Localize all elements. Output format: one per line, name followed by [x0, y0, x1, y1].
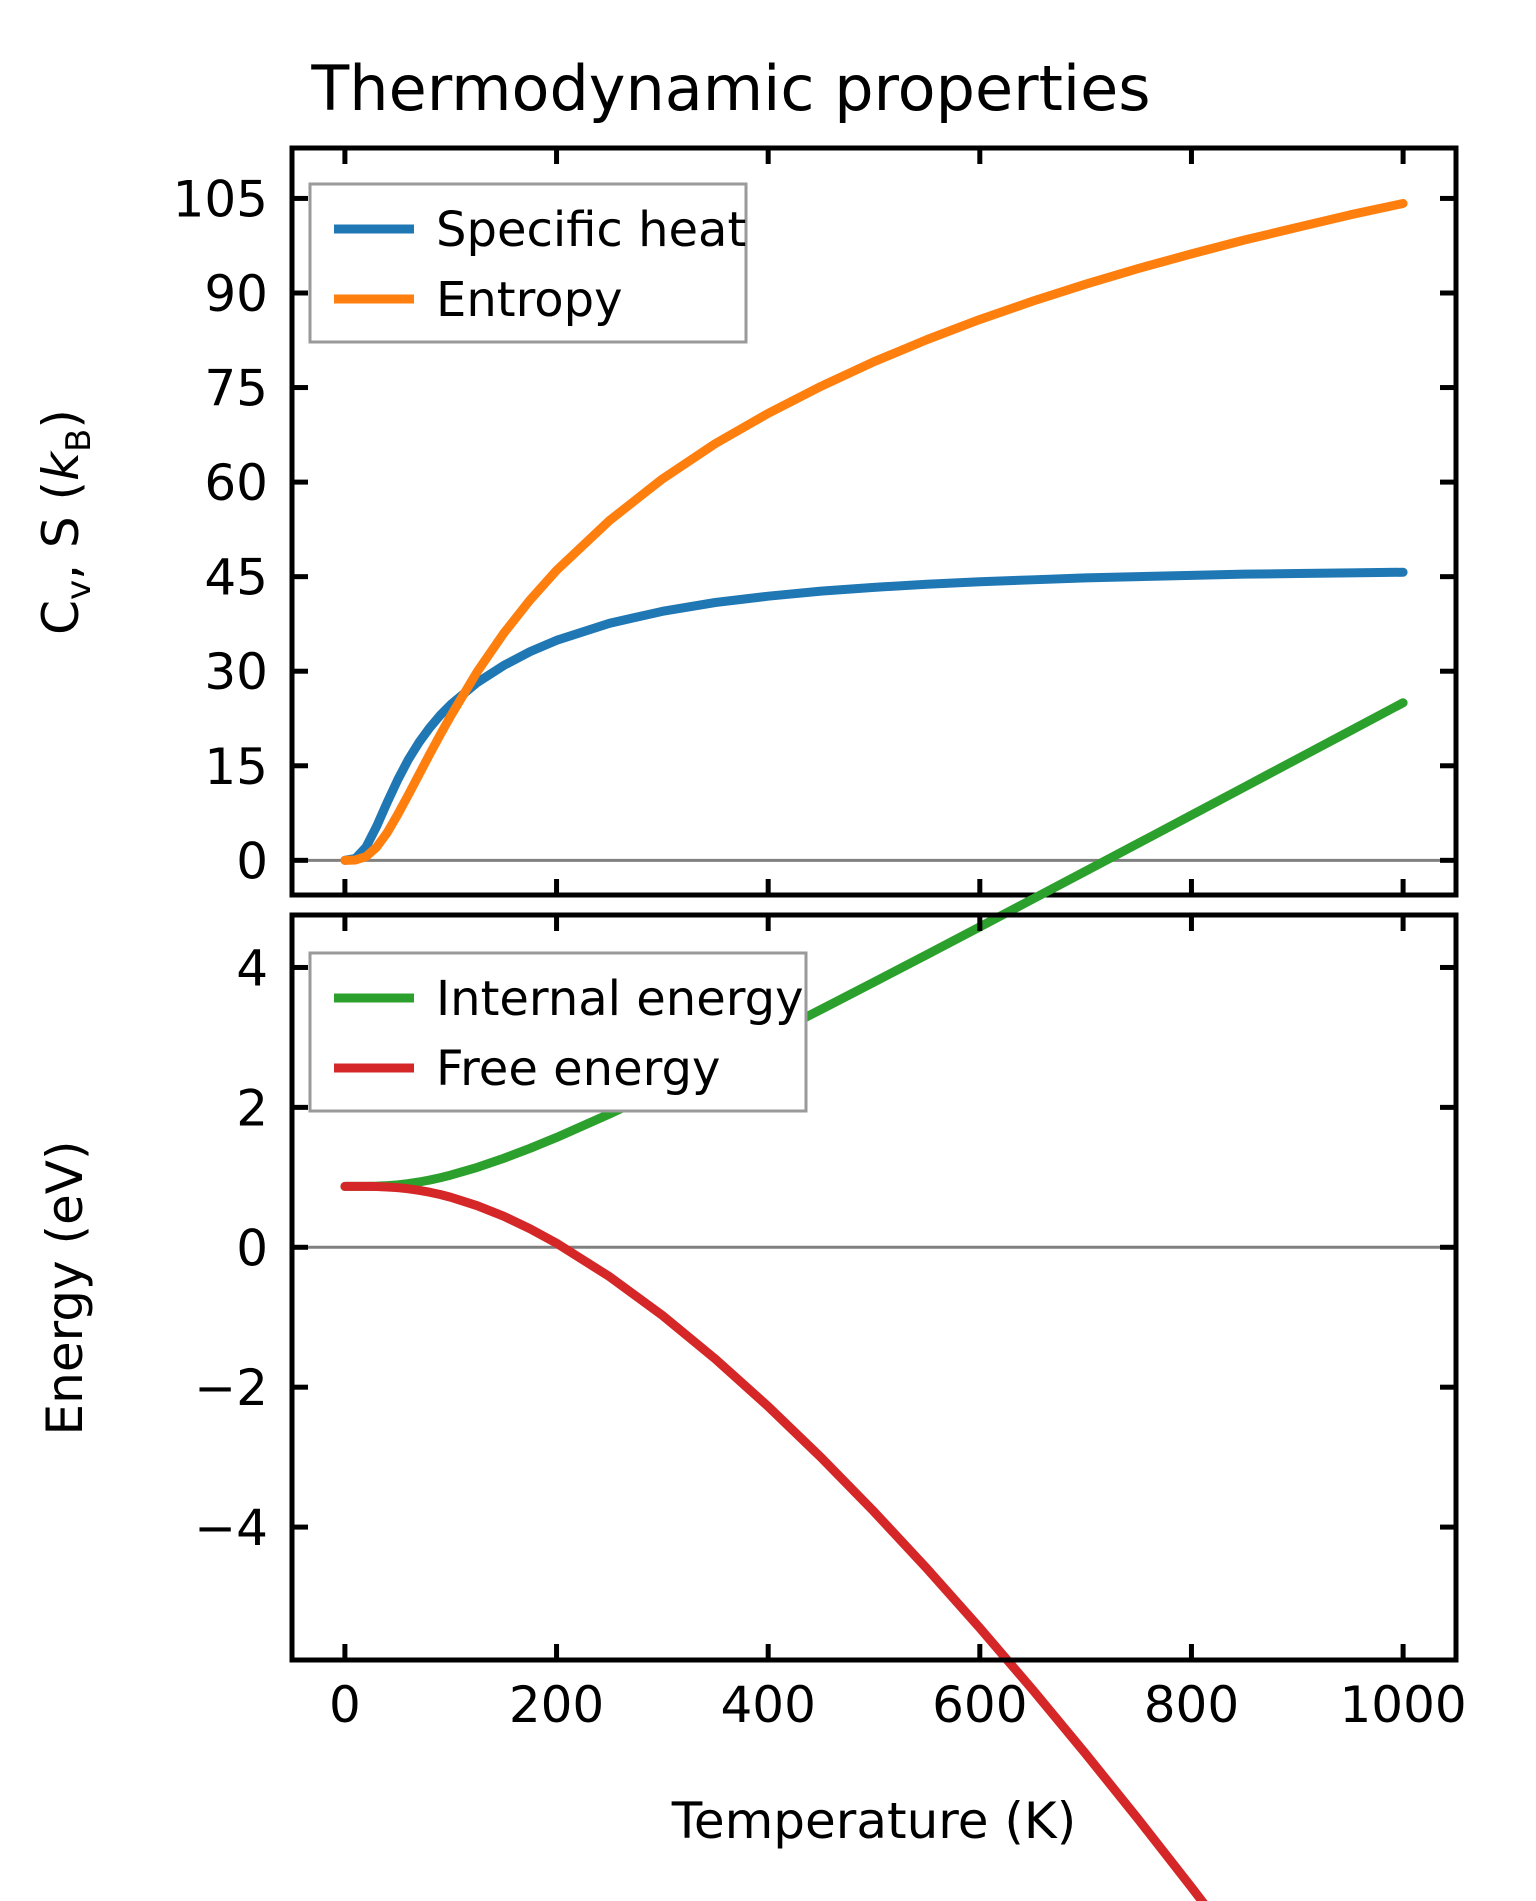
x-tick-label: 0	[329, 1676, 361, 1734]
y-tick-label: 105	[173, 170, 268, 228]
y-tick-label: 0	[236, 832, 268, 890]
y-tick-label: −2	[194, 1359, 268, 1417]
lower-panel-axes: −4 −2 0 2 4 0 200 400 600 800 1000 Energy (eV) Te…	[36, 698, 1467, 1901]
y-tick-label: 0	[236, 1219, 268, 1277]
series-line-specific-heat	[340, 567, 1408, 865]
legend-label-entropy: Entropy	[436, 272, 623, 328]
y-tick-label: 75	[204, 360, 268, 418]
upper-series-group	[340, 198, 1408, 865]
lower-y-axis-label: Energy (eV)	[36, 1141, 94, 1436]
upper-panel-axes: 0 15 30 45 60 75 90 105 Cv, S (kB) Specific hea…	[32, 145, 1459, 898]
legend-label-free-energy: Free energy	[436, 1041, 720, 1097]
x-tick-label: 1000	[1339, 1676, 1466, 1734]
y-tick-label: 15	[204, 738, 268, 796]
upper-plot-frame	[289, 145, 1459, 898]
y-tick-label: 30	[204, 643, 268, 701]
y-tick-label: 2	[236, 1079, 268, 1137]
upper-tick-marks	[292, 148, 1456, 895]
page-title: Thermodynamic properties	[310, 52, 1150, 125]
y-tick-label: −4	[194, 1499, 268, 1557]
upper-legend-box	[308, 182, 748, 344]
lower-plot-frame	[289, 912, 1459, 1663]
upper-legend: Specific heat Entropy	[308, 182, 748, 344]
y-tick-label: 60	[204, 454, 268, 512]
lower-x-tick-labels: 0 200 400 600 800 1000	[329, 1676, 1467, 1734]
x-tick-label: 400	[720, 1676, 815, 1734]
lower-legend: Internal energy Free energy	[308, 951, 808, 1113]
legend-label-internal-energy: Internal energy	[436, 971, 804, 1027]
x-tick-label: 600	[932, 1676, 1027, 1734]
x-tick-label: 800	[1144, 1676, 1239, 1734]
y-tick-label: 45	[204, 549, 268, 607]
lower-tick-marks	[292, 915, 1456, 1660]
lower-y-tick-labels: −4 −2 0 2 4	[194, 939, 268, 1557]
upper-y-tick-labels: 0 15 30 45 60 75 90 105	[173, 170, 268, 890]
series-line-free-energy	[340, 1181, 1208, 1901]
lower-series-group	[340, 698, 1408, 1901]
x-tick-label: 200	[509, 1676, 604, 1734]
upper-y-axis-label: Cv, S (kB)	[32, 409, 99, 635]
legend-label-specific-heat: Specific heat	[436, 202, 746, 258]
lower-legend-box	[308, 951, 808, 1113]
y-tick-label: 4	[236, 939, 268, 997]
y-tick-label: 90	[204, 265, 268, 323]
series-line-entropy	[340, 198, 1408, 865]
x-axis-label: Temperature (K)	[671, 1792, 1076, 1850]
